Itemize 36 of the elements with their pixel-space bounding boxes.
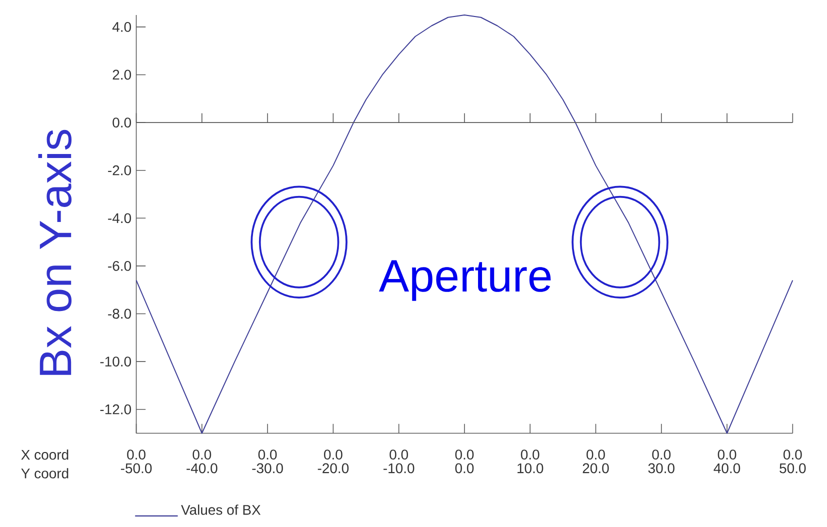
text: 0.0 <box>783 450 802 460</box>
text: 0.0 <box>455 450 474 460</box>
text: 0.0 <box>652 450 671 460</box>
text: 0.0 <box>127 450 146 460</box>
y-tick-label: -2.0 <box>108 165 132 176</box>
y-axis-title: Bx on Y-axis <box>38 130 72 375</box>
x-tick-label: 0.0 <box>455 463 474 474</box>
x-tick-label: -10.0 <box>384 463 414 474</box>
y-tick-label: -10.0 <box>100 356 132 367</box>
text: X coord <box>21 449 68 460</box>
y-tick-label: 0.0 <box>112 118 132 128</box>
y-tick-label: 4.0 <box>112 22 132 32</box>
text: 0.0 <box>258 450 277 460</box>
text: 0.0 <box>586 450 605 460</box>
annotation: Aperture <box>378 260 551 301</box>
x-tick-label: -30.0 <box>252 463 283 474</box>
y-tick-label: -4.0 <box>108 213 132 224</box>
x-tick-label: -20.0 <box>318 463 349 474</box>
legend-label: Values of BX <box>181 504 261 515</box>
text: 0.0 <box>324 450 342 460</box>
x-tick-label: -40.0 <box>186 463 218 474</box>
y-tick-label: -8.0 <box>108 308 132 319</box>
y-tick-label: -6.0 <box>108 261 132 271</box>
x-tick-label: 10.0 <box>518 463 544 474</box>
x-axis-title: Y coord <box>21 468 68 478</box>
text: 0.0 <box>192 450 212 460</box>
x-tick-label: 20.0 <box>582 463 609 474</box>
text: 0.0 <box>520 450 540 460</box>
x-tick-label: 30.0 <box>648 463 674 474</box>
y-tick-label: 2.0 <box>112 70 132 80</box>
x-tick-label: -50.0 <box>120 463 152 474</box>
y-tick-label: -12.0 <box>100 404 132 414</box>
x-tick-label: 50.0 <box>780 463 806 474</box>
text: 0.0 <box>390 450 408 460</box>
text: 0.0 <box>718 450 736 460</box>
x-tick-label: 40.0 <box>714 463 740 474</box>
